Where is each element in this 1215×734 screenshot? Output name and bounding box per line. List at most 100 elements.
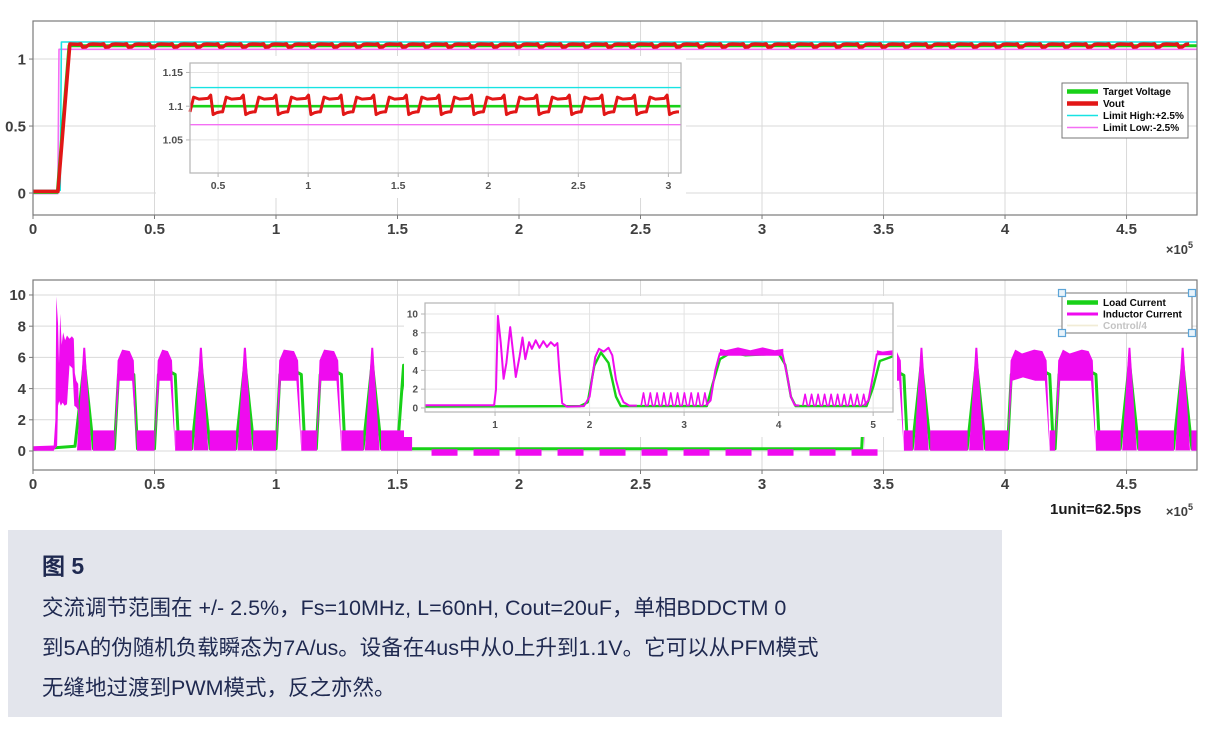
current-plot-ytick-label: 4 (18, 381, 27, 398)
selection-handle[interactable] (1187, 328, 1197, 338)
current-plot-xtick-label: 3.5 (873, 476, 894, 493)
current-plot-series-inductor-current-blocks (1055, 349, 1096, 451)
current-plot-xtick-label: 3 (758, 476, 766, 493)
legend-label: Limit High:+2.5% (1103, 111, 1184, 122)
voltage-plot-xtick-label: 1 (272, 221, 280, 238)
current-plot-series-inductor-current-peaks (237, 347, 253, 451)
charts-canvas: 0 0.5 1 1.5 2 2.5 3 3.5 4 4.5 0 0.5 1 ×105 0.5 1 1.5 2 2.5… (5, 20, 1198, 519)
voltage-inset-ytick-label: 1.05 (163, 135, 184, 147)
current-inset-series-inductor-current-block (720, 347, 784, 356)
current-plot-series-inductor-current-idle-bands (175, 430, 193, 451)
current-inset-ytick-label: 10 (407, 309, 419, 320)
current-plot-axis-exponent: ×105 (1166, 502, 1193, 519)
voltage-inset-ytick-label: 1.15 (163, 67, 184, 79)
current-plot-xtick-label: 2.5 (630, 476, 651, 493)
current-plot-series-inductor-current-idle-bands (985, 430, 1008, 451)
current-inset-series-inductor-current (425, 314, 637, 408)
current-inset-series-inductor-current-pfm-spikes-2 (802, 393, 867, 407)
current-plot-series-inductor-current-idle-bands (137, 430, 155, 451)
voltage-inset-xtick-label: 0.5 (211, 180, 226, 192)
voltage-plot-xtick-label: 3 (758, 221, 766, 238)
current-inset-ytick-label: 8 (412, 328, 418, 339)
current-plot-series-inductor-current-idle-bands (301, 430, 317, 451)
current-plot-series-inductor-current-peaks (1175, 347, 1190, 451)
current-plot-series-inductor-current-idle-bands (930, 430, 968, 451)
current-inset-xtick-label: 2 (587, 420, 593, 431)
current-plot-xtick-label: 4.5 (1116, 476, 1137, 493)
voltage-inset-xtick-label: 2.5 (571, 180, 586, 192)
current-plot-series-inductor-current-peaks (193, 347, 209, 451)
current-plot-series-inductor-current-idle-bands (209, 430, 237, 451)
current-inset-xtick-label: 3 (681, 420, 687, 431)
current-inset-xtick-label: 1 (492, 420, 498, 431)
current-plot-series-inductor-current-blocks (276, 349, 302, 451)
legend-label: Control/4 (1103, 321, 1147, 332)
voltage-plot-xtick-label: 0 (29, 221, 37, 238)
voltage-inset-xtick-label: 3 (665, 180, 671, 192)
current-inset-ytick-label: 4 (412, 366, 418, 377)
selection-handle[interactable] (1057, 328, 1067, 338)
current-inset-ytick-label: 2 (412, 385, 418, 396)
current-plot-ytick-label: 10 (9, 287, 26, 304)
voltage-plot-xtick-label: 2.5 (630, 221, 651, 238)
current-plot-series-inductor-current-idle-bands (903, 430, 913, 451)
voltage-plot-xtick-label: 2 (515, 221, 523, 238)
current-inset: 1 2 3 4 5 0 2 4 6 8 10 (404, 296, 897, 437)
voltage-inset: 0.5 1 1.5 2 2.5 3 1.05 1.1 1.15 (156, 56, 686, 198)
current-inset-ytick-label: 6 (412, 347, 418, 358)
current-plot-series-inductor-current (33, 445, 54, 451)
current-plot-xtick-label: 1 (272, 476, 280, 493)
current-plot-xtick-label: 0.5 (144, 476, 165, 493)
voltage-plot-xtick-label: 0.5 (144, 221, 165, 238)
current-plot-series-inductor-current-blocks (1007, 349, 1050, 451)
caption-line-1: 交流调节范围在 +/- 2.5%，Fs=10MHz, L=60nH, Cout=… (42, 596, 787, 620)
figure-caption: 图 5 交流调节范围在 +/- 2.5%，Fs=10MHz, L=60nH, C… (8, 530, 1002, 717)
selection-handle[interactable] (1187, 288, 1197, 298)
current-plot-series-inductor-current-idle-bands (1191, 430, 1197, 451)
current-plot-series-inductor-current-blocks (154, 349, 176, 451)
time-unit-note: 1unit=62.5ps (1050, 501, 1142, 518)
current-inset-ytick-label: 0 (412, 403, 418, 414)
voltage-plot-ytick-label: 0.5 (5, 118, 26, 135)
voltage-inset-xtick-label: 1 (305, 180, 311, 192)
voltage-inset-ytick-label: 1.1 (168, 101, 183, 113)
current-plot-ytick-label: 6 (18, 350, 26, 367)
voltage-plot-xtick-label: 4.5 (1116, 221, 1137, 238)
voltage-plot-ytick-label: 0 (18, 185, 26, 202)
current-inset-series-inductor-current-block-2 (876, 350, 893, 356)
selection-handle[interactable] (1057, 288, 1067, 298)
legend-label: Target Voltage (1103, 87, 1171, 98)
current-plot-series-inductor-current-peaks (77, 347, 92, 451)
current-plot-series-inductor-current-idle-bands (1095, 430, 1121, 451)
current-inset-frame (424, 302, 894, 413)
current-inset-background (404, 296, 897, 437)
caption-title: 图 5 (42, 553, 85, 579)
current-plot-series-inductor-current-idle-bands (341, 430, 364, 451)
current-plot-series-inductor-current-peaks (914, 347, 929, 451)
voltage-inset-xtick-label: 2 (485, 180, 491, 192)
current-plot-series-inductor-current-blocks (114, 349, 137, 451)
current-plot-series-inductor-current-peaks (1122, 347, 1137, 451)
current-plot-series-inductor-current-idle-bands (93, 430, 115, 451)
voltage-plot-xtick-label: 4 (1001, 221, 1010, 238)
voltage-inset-frame (189, 62, 682, 174)
voltage-inset-background (156, 56, 686, 198)
current-plot-xtick-label: 2 (515, 476, 523, 493)
caption-line-3: 无缝地过渡到PWM模式，反之亦然。 (42, 676, 396, 700)
current-inset-series-inductor-current-pfm-spikes (640, 392, 708, 407)
voltage-plot-series-vout (33, 42, 1190, 194)
legend-label: Vout (1103, 99, 1125, 110)
caption-line-2: 到5A的伪随机负载瞬态为7A/us。设备在4us中从0上升到1.1V。它可以从P… (42, 636, 819, 660)
current-plot-series-inductor-current-peaks (364, 347, 380, 451)
legend-label: Limit Low:-2.5% (1103, 123, 1179, 134)
current-plot-series-inductor-current-idle-bands (253, 430, 277, 451)
voltage-inset-series-vout (188, 93, 679, 117)
current-plot-xtick-label: 0 (29, 476, 37, 493)
legend-label: Inductor Current (1103, 310, 1183, 321)
current-plot-series-inductor-current-idle-bands (1049, 430, 1056, 451)
legend-label: Load Current (1103, 298, 1166, 309)
voltage-plot-frame (32, 20, 1198, 216)
current-inset-series-inductor-current-rise-2 (862, 353, 878, 407)
